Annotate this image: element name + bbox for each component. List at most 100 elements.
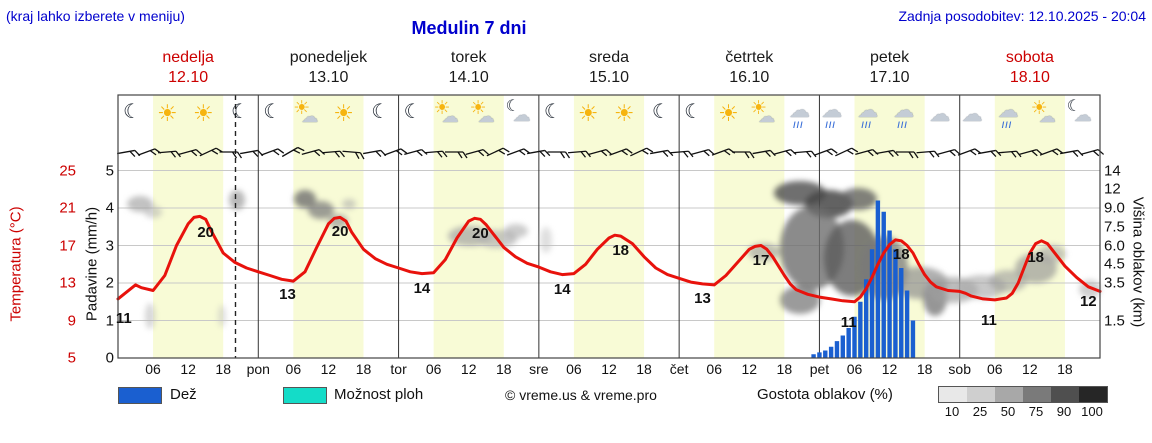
cloud-tick: 7.5 — [1104, 218, 1125, 235]
sun-cloud-icon: ☀ ☁ — [1028, 97, 1064, 133]
temp-tick: 25 — [59, 162, 76, 179]
sun-glyph: ☀ — [333, 100, 354, 126]
wind-barb — [404, 149, 428, 157]
day-header: sreda 15.10 — [539, 48, 679, 88]
sun-cloud-icon: ☀ ☁ — [431, 97, 467, 133]
wind-barb — [588, 149, 613, 157]
hour-tick: 06 — [706, 361, 722, 377]
temp-value-label: 14 — [553, 280, 571, 298]
wind-barb — [875, 149, 899, 157]
hour-tick: 18 — [1057, 361, 1073, 377]
day-date: 14.10 — [448, 69, 489, 86]
cloud-blob — [144, 206, 162, 218]
moon-glyph: ☾ — [403, 101, 422, 123]
day-name: sreda — [588, 49, 629, 66]
sun-glyph: ☀ — [750, 98, 768, 119]
moon-glyph: ☾ — [371, 101, 390, 123]
rain-bar — [863, 279, 869, 358]
cloud-blob — [780, 286, 820, 314]
temp-value-label: 20 — [331, 223, 349, 241]
precip-tick: 3 — [105, 237, 114, 254]
wind-barb — [835, 147, 859, 157]
day-abbrev-tick: sob — [948, 361, 971, 377]
wind-barb — [157, 150, 181, 158]
last-updated: Zadnja posodobitev: 12.10.2025 - 20:04 — [898, 8, 1146, 24]
hour-tick: 06 — [285, 361, 302, 377]
rain-bar — [869, 249, 875, 358]
temp-value-label: 18 — [1027, 248, 1045, 266]
cloud-tick: 1.5 — [1104, 312, 1125, 329]
cloud-blob — [540, 227, 552, 253]
temperature-curve — [116, 214, 1102, 304]
rain-bar — [828, 346, 834, 358]
density-segment — [967, 387, 995, 402]
sun-icon: ☀ — [571, 97, 607, 133]
day-band — [573, 95, 645, 358]
wind-barb — [567, 150, 591, 158]
sun-glyph: ☀ — [1030, 98, 1048, 119]
rain-drops-glyph: /// — [793, 120, 804, 130]
rain-icon: ☁/// — [851, 97, 887, 133]
rain-bar — [823, 350, 828, 358]
cloud-tick: 9.0 — [1104, 199, 1125, 217]
cloud-blob — [229, 190, 245, 210]
precip-tick: 2 — [105, 274, 114, 292]
hour-tick: 06 — [986, 361, 1003, 377]
wind-barb — [260, 148, 285, 156]
cloud-glyph: ☁ — [893, 99, 915, 122]
copyright-link[interactable]: © vreme.us & vreme.pro — [505, 387, 657, 403]
cloud-glyph: ☁ — [1038, 107, 1056, 126]
rain-bar — [846, 328, 851, 358]
moon-glyph: ☾ — [1066, 98, 1082, 115]
density-tick: 10 — [944, 404, 960, 419]
density-tick: 50 — [1000, 404, 1016, 419]
temp-value-label: 13 — [279, 286, 296, 304]
hour-tick: 12 — [1022, 361, 1038, 377]
moon-glyph: ☾ — [651, 101, 670, 123]
moon-icon: ☾ — [535, 97, 571, 133]
hour-tick: 18 — [215, 361, 231, 377]
cloud-icon: ☁ — [923, 97, 959, 133]
density-tick: 100 — [1081, 404, 1103, 419]
day-name: četrtek — [725, 49, 774, 66]
cloud-glyph: ☁ — [1073, 105, 1092, 125]
temp-tick: 13 — [59, 274, 76, 292]
sun-glyph: ☀ — [577, 100, 599, 126]
density-segment — [1079, 387, 1107, 402]
hour-tick: 12 — [741, 361, 758, 377]
density-tick: 25 — [972, 404, 988, 419]
wind-barb — [506, 148, 531, 156]
rain-bar — [899, 268, 904, 358]
moon-glyph: ☾ — [505, 98, 520, 115]
cloud-moon-icon: ☾ ☁ — [503, 97, 539, 133]
wind-barb — [1080, 149, 1105, 157]
day-abbrev-tick: čet — [669, 361, 689, 377]
wind-barb — [1060, 149, 1084, 157]
wind-barb — [445, 151, 468, 159]
temp-value-label: 17 — [752, 251, 770, 269]
cloud-glyph: ☁ — [821, 99, 843, 122]
cloud-tick: 6.0 — [1104, 237, 1125, 254]
rain-bar — [840, 335, 846, 358]
cloud-moon-icon: ☾ ☁ — [1064, 97, 1100, 133]
moon-glyph: ☾ — [543, 101, 562, 123]
sun-glyph: ☀ — [293, 98, 311, 119]
sun-glyph: ☀ — [157, 100, 178, 126]
rain-drops-glyph: /// — [861, 120, 872, 130]
temp-tick: 5 — [67, 349, 76, 367]
hour-tick: 12 — [320, 361, 337, 377]
wind-barb — [486, 147, 510, 157]
wind-barb — [363, 149, 387, 157]
temp-value-label: 18 — [892, 245, 910, 263]
cloud-glyph: ☁ — [441, 107, 459, 126]
showers-legend-swatch — [283, 387, 327, 404]
day-abbrev-tick: tor — [390, 361, 407, 377]
hour-tick: 18 — [355, 361, 372, 377]
rain-drops-glyph: /// — [825, 120, 836, 130]
location-hint: (kraj lahko izberete v meniju) — [6, 8, 185, 24]
temp-value-label: 12 — [1079, 292, 1097, 310]
rain-legend-label: Dež — [170, 386, 197, 403]
hour-tick: 12 — [601, 361, 617, 377]
hour-tick: 06 — [425, 361, 442, 377]
